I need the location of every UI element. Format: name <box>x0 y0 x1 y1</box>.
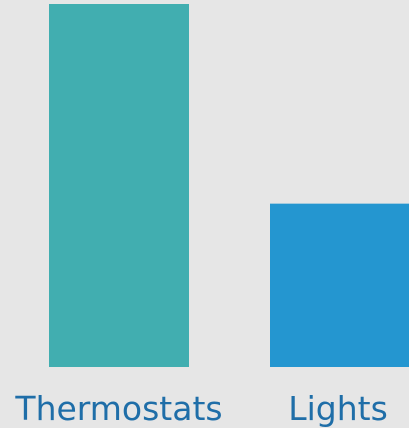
bar-lights <box>270 203 409 367</box>
bars-group <box>49 4 409 367</box>
bar-thermostats <box>49 4 189 367</box>
category-labels-group: Thermostats Lights <box>14 389 387 428</box>
category-label-thermostats: Thermostats <box>14 389 222 428</box>
category-label-lights: Lights <box>288 389 388 428</box>
